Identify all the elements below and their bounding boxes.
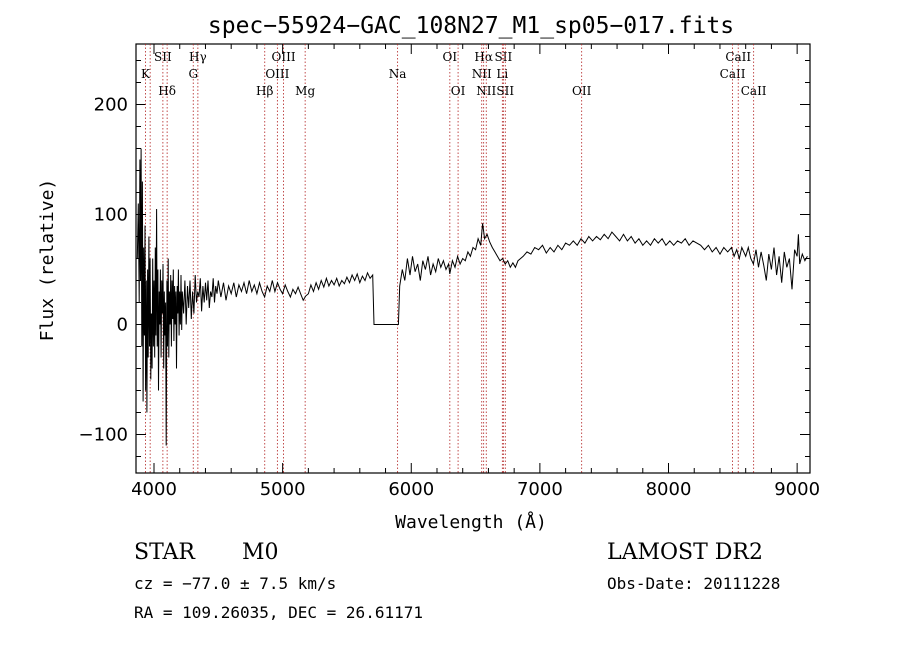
y-tick-label: −100 [79,425,128,446]
spectral-line-label: SII [495,50,513,64]
y-tick-label: 100 [94,205,128,226]
plot-frame [135,43,811,474]
axis-ticks: 4000 5000 6000 7000 8000 9000 −100 0 100 200 [79,44,820,500]
spectral-line-markers: KSIIHδHγGHβOIIIOIIIMgNaOIOINIIHαNIISIILi… [141,44,767,473]
x-tick-label: 8000 [646,479,692,500]
spectral-line-label: NII [472,67,492,81]
spectral-line-label: Hα [474,50,493,64]
chart-title: spec−55924−GAC_108N27_M1_sp05−017.fits [208,13,734,39]
spectral-line-label: OIII [265,67,289,81]
spectral-line-label: Li [496,67,508,81]
flux-series-line [136,148,808,446]
coordinates-text: RA = 109.26035, DEC = 26.61171 [134,603,423,622]
spectral-line-label: OI [443,50,458,64]
spectral-line-label: OI [451,84,466,98]
spectral-line-label: CaII [741,84,767,98]
y-tick-label: 200 [94,95,128,116]
x-tick-label: 5000 [260,479,306,500]
spectral-line-label: SII [154,50,172,64]
spectral-line-label: Hδ [158,84,176,98]
spectral-line-label: NII [476,84,496,98]
survey-name: LAMOST DR2 [607,540,763,565]
x-tick-label: 6000 [388,479,434,500]
redshift-text: cz = −77.0 ± 7.5 km/s [134,574,337,593]
spectral-line-label: OII [572,84,592,98]
x-tick-label: 7000 [517,479,563,500]
spectral-line-label: CaII [720,67,746,81]
spectral-line-label: Hγ [189,50,207,64]
x-tick-label: 9000 [774,479,820,500]
spectral-line-label: SII [496,84,514,98]
object-subclass: M0 [242,540,279,565]
spectral-line-label: Na [389,67,407,81]
y-axis-label: Flux (relative) [37,179,58,342]
spectral-line-label: K [141,67,151,81]
spectral-line-label: CaII [725,50,751,64]
spectral-line-label: Hβ [256,84,273,98]
x-axis-label: Wavelength (Å) [395,511,547,533]
y-tick-label: 0 [117,315,128,336]
spectral-line-label: Mg [295,84,315,98]
obs-date-text: Obs-Date: 20111228 [607,574,781,593]
object-type: STAR [134,540,195,565]
x-tick-label: 4000 [131,479,177,500]
spectral-line-label: G [188,67,198,81]
spectral-line-label: OIII [272,50,296,64]
